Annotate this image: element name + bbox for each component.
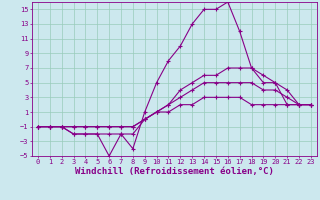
X-axis label: Windchill (Refroidissement éolien,°C): Windchill (Refroidissement éolien,°C) (75, 167, 274, 176)
